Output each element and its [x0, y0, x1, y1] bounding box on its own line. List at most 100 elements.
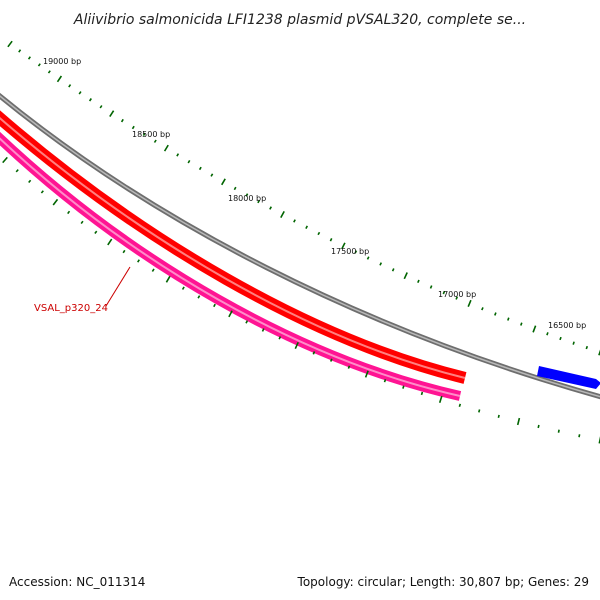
- gene-arc-red-highlight: [0, 116, 466, 379]
- ruler-tick: [585, 345, 589, 350]
- ruler-tick: [137, 259, 140, 263]
- ruler-tick: [520, 322, 523, 326]
- ruler-tick: [107, 238, 113, 246]
- ruler-tick: [458, 403, 462, 407]
- ruler-tick: [187, 160, 191, 164]
- ruler-tick: [7, 40, 13, 48]
- ruler-tick: [37, 63, 41, 67]
- ruler-tick: [181, 286, 185, 290]
- gene-label-leader: [105, 266, 131, 307]
- ruler-tick: [261, 328, 265, 332]
- ruler-tick: [15, 169, 19, 173]
- ruler-tick: [578, 434, 581, 438]
- ruler-label-18000: 18000 bp: [228, 194, 266, 203]
- ruler-tick: [278, 336, 282, 340]
- ruler-tick: [294, 341, 299, 350]
- backbone-ring: [0, 92, 600, 400]
- ruler-tick: [391, 268, 395, 272]
- ruler-tick: [233, 186, 237, 191]
- gene-arc-pink-highlight: [0, 137, 461, 397]
- ruler-tick: [546, 332, 549, 336]
- ruler-tick: [438, 395, 443, 404]
- ruler-labels: 19000 bp 18500 bp 18000 bp 17500 bp 1700…: [43, 57, 586, 330]
- ruler-tick: [151, 268, 155, 272]
- ruler-tick: [153, 139, 157, 143]
- ruler-tick: [197, 295, 201, 299]
- ruler-tick: [142, 132, 146, 137]
- ruler-tick: [28, 179, 32, 184]
- ruler-tick: [52, 198, 59, 206]
- ruler-tick: [40, 190, 44, 194]
- ruler-tick: [280, 211, 285, 218]
- ruler-tick: [210, 173, 214, 177]
- ruler-tick: [99, 105, 103, 109]
- ruler-tick: [467, 299, 472, 308]
- ruler-tick: [109, 110, 115, 118]
- ruler-label-19000: 19000 bp: [43, 57, 81, 66]
- ruler-tick: [221, 178, 226, 186]
- ruler-tick: [228, 310, 233, 318]
- ruler-tick: [497, 414, 500, 418]
- ruler-label-17000: 17000 bp: [438, 290, 476, 299]
- ruler-tick: [176, 153, 180, 157]
- ruler-tick: [213, 303, 216, 308]
- topology-summary: Topology: circular; Length: 30,807 bp; G…: [297, 575, 589, 589]
- ruler-tick: [257, 199, 261, 204]
- ruler-tick: [598, 349, 600, 356]
- ruler-tick: [572, 341, 575, 345]
- ruler-tick: [94, 230, 98, 234]
- ruler-tick: [403, 272, 408, 280]
- ruler-tick: [245, 193, 249, 197]
- ruler-tick: [417, 279, 420, 284]
- ruler-tick: [383, 379, 387, 383]
- ruler-tick: [379, 262, 383, 266]
- ruler-tick: [88, 98, 92, 102]
- ruler-tick: [80, 220, 84, 225]
- ruler-tick: [442, 290, 446, 295]
- gene-arc-red[interactable]: [0, 110, 467, 384]
- ruler-tick: [481, 307, 484, 311]
- ruler-tick: [478, 409, 481, 413]
- ruler-tick: [347, 365, 351, 369]
- ruler-tick: [559, 336, 562, 341]
- ruler-tick: [68, 84, 72, 88]
- ruler-label-17500: 17500 bp: [331, 247, 369, 256]
- inner-ruler: [2, 156, 600, 444]
- ruler-tick: [2, 156, 8, 164]
- ruler-tick: [341, 242, 346, 250]
- ruler-tick: [329, 238, 333, 242]
- ruler-tick: [312, 351, 316, 355]
- ruler-tick: [516, 417, 521, 426]
- ruler-tick: [429, 285, 433, 289]
- gene-arrow-blue[interactable]: [537, 366, 600, 389]
- ruler-tick: [455, 296, 459, 300]
- ruler-tick: [120, 118, 124, 123]
- ruler-tick: [293, 219, 296, 223]
- ruler-tick: [122, 249, 126, 254]
- ruler-tick: [269, 206, 272, 210]
- ruler-label-18500: 18500 bp: [132, 130, 170, 139]
- ruler-tick: [317, 231, 321, 236]
- ruler-tick: [56, 75, 63, 83]
- ruler-tick: [354, 250, 358, 254]
- gene-label-vsal-p320-24[interactable]: VSAL_p320_24: [34, 303, 108, 314]
- ruler-tick: [305, 225, 309, 229]
- ruler-tick: [163, 144, 169, 152]
- ruler-tick: [47, 70, 51, 74]
- outer-ruler: [7, 40, 600, 356]
- ruler-label-16500: 16500 bp: [548, 321, 586, 330]
- ruler-tick: [165, 275, 171, 283]
- ruler-tick: [364, 370, 369, 378]
- ruler-tick: [18, 49, 22, 53]
- ruler-tick: [245, 320, 249, 324]
- map-title: Aliivibrio salmonicida LFI1238 plasmid p…: [73, 12, 526, 28]
- ruler-tick: [131, 125, 135, 130]
- ruler-tick: [67, 210, 71, 215]
- ruler-tick: [78, 91, 82, 95]
- ruler-tick: [537, 424, 540, 429]
- ruler-tick: [329, 358, 333, 362]
- ruler-tick: [532, 325, 537, 333]
- ruler-tick: [494, 312, 497, 316]
- ruler-tick: [420, 391, 424, 396]
